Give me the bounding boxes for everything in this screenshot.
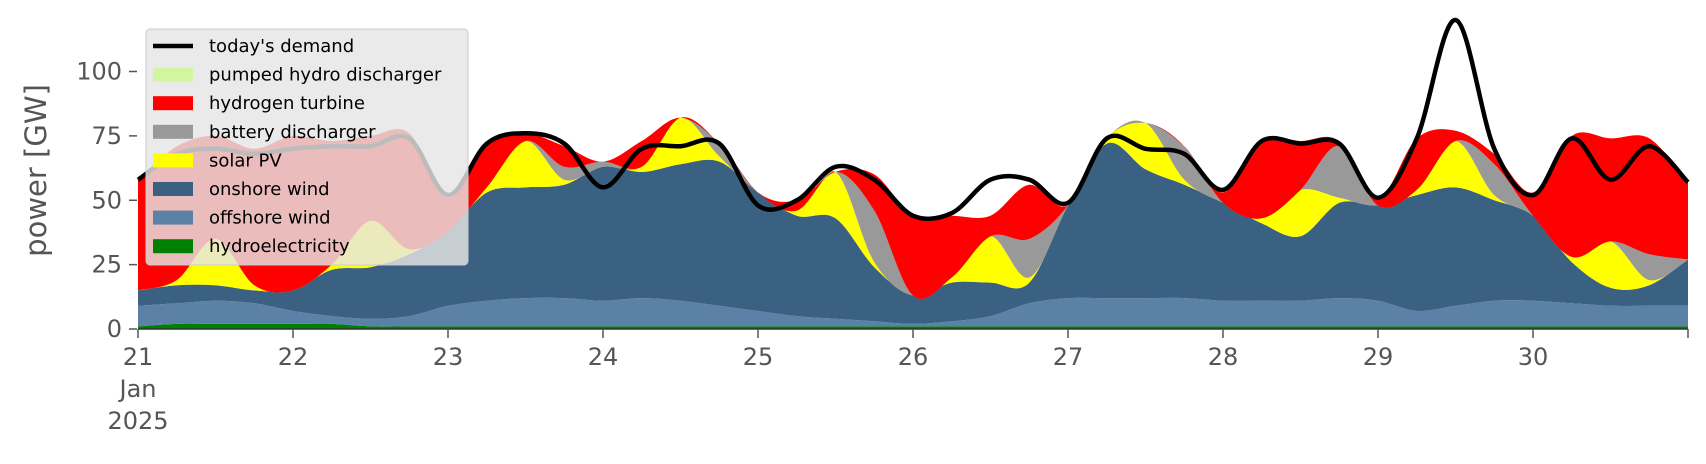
- y-tick-label: 25: [91, 251, 122, 279]
- area-hydrogen-turbine: [138, 117, 1688, 299]
- legend-label-today-s-demand: today's demand: [209, 36, 354, 57]
- legend-swatch-pumped-hydro-discharger: [153, 67, 193, 82]
- legend-label-onshore-wind: onshore wind: [209, 179, 330, 200]
- y-tick-label: 100: [76, 58, 122, 86]
- area-solar-pv: [138, 117, 1688, 296]
- x-tick-label: 24: [588, 343, 619, 371]
- legend-swatch-battery-discharger: [153, 124, 193, 139]
- x-tick-label: 22: [278, 343, 309, 371]
- area-hydroelectricity: [138, 323, 1688, 329]
- x-tick-label: 28: [1208, 343, 1239, 371]
- legend-swatch-offshore-wind: [153, 210, 193, 225]
- area-onshore-wind: [138, 142, 1688, 324]
- legend-label-hydrogen-turbine: hydrogen turbine: [209, 93, 365, 114]
- legend-box: [145, 28, 469, 266]
- legend-swatch-hydroelectricity: [153, 239, 193, 254]
- x-tick-label: 25: [743, 343, 774, 371]
- axes-layer: 0 25 50 75 100 21 Jan 2025 22 23 24 25 26 27 28 29 30 pow…: [19, 58, 1689, 435]
- x-tick-label: 30: [1518, 343, 1549, 371]
- y-tick-label: 0: [107, 315, 122, 343]
- legend-label-pumped-hydro-discharger: pumped hydro discharger: [209, 65, 442, 86]
- y-tick-label: 50: [91, 186, 122, 214]
- y-axis-title: power [GW]: [19, 84, 53, 257]
- x-tick-label: 26: [898, 343, 929, 371]
- legend-label-battery-discharger: battery discharger: [209, 122, 376, 143]
- legend-label-offshore-wind: offshore wind: [209, 208, 331, 229]
- legend-label-hydroelectricity: hydroelectricity: [209, 236, 350, 257]
- legend-swatch-hydrogen-turbine: [153, 96, 193, 111]
- legend-swatch-solar-pv: [153, 153, 193, 168]
- x-tick-label: 23: [433, 343, 464, 371]
- x-tick-label: Jan: [118, 375, 157, 403]
- x-tick-label: 27: [1053, 343, 1084, 371]
- x-tick-label: 29: [1363, 343, 1394, 371]
- x-tick-label: 2025: [107, 407, 168, 435]
- legend: today's demand pumped hydro discharger hyd…: [145, 28, 469, 266]
- y-tick-label: 75: [91, 122, 122, 150]
- area-offshore-wind: [138, 297, 1688, 327]
- legend-swatch-onshore-wind: [153, 182, 193, 196]
- x-tick-label: 21: [123, 343, 154, 371]
- legend-label-solar-pv: solar PV: [209, 150, 282, 171]
- areas-layer: [138, 117, 1688, 329]
